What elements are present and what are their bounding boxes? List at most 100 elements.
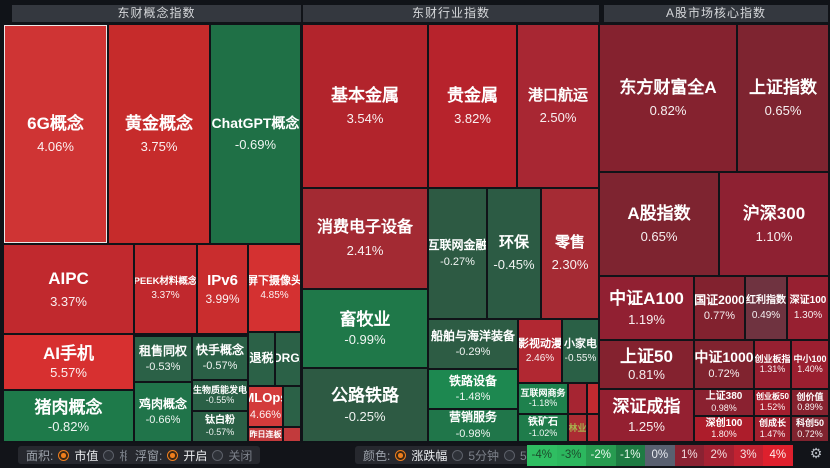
float-window-control-group: 浮窗: 开启 关闭 bbox=[127, 446, 261, 464]
treemap-cell[interactable]: 东方财富全A 0.82% bbox=[600, 25, 736, 171]
treemap-cell[interactable]: 上证指数 0.65% bbox=[738, 25, 828, 171]
radio-area-marketcap[interactable] bbox=[58, 449, 70, 461]
cell-label: 快手概念 bbox=[195, 342, 244, 357]
cell-label: 钛白粉 bbox=[205, 415, 235, 427]
treemap-cell[interactable]: 沪深300 1.10% bbox=[720, 173, 828, 275]
cell-value: 3.37% bbox=[50, 294, 87, 310]
treemap-cell[interactable]: 猪肉概念 -0.82% bbox=[4, 391, 133, 441]
treemap-cell[interactable]: DRG/ bbox=[276, 333, 300, 385]
cell-value: 2.30% bbox=[551, 257, 589, 273]
treemap-cell[interactable]: 上证380 0.98% bbox=[695, 390, 753, 415]
treemap-cell[interactable]: 影视动漫 2.46% bbox=[519, 320, 561, 382]
radio-color-change-pct[interactable] bbox=[395, 449, 407, 461]
treemap-cell[interactable]: MLOps 4.66% bbox=[249, 387, 282, 426]
treemap-cell[interactable]: 退税 bbox=[249, 333, 274, 385]
treemap-cell[interactable]: 科创50 0.72% bbox=[792, 417, 828, 441]
option-color-5min[interactable]: 5分钟 bbox=[468, 448, 500, 463]
radio-color-5min[interactable] bbox=[452, 449, 464, 461]
cell-label: 深证成指 bbox=[612, 397, 681, 417]
cell-value: 1.80% bbox=[711, 429, 737, 440]
settings-gear-icon[interactable]: ⚙ bbox=[809, 446, 823, 462]
treemap-cell[interactable]: 深证成指 1.25% bbox=[600, 390, 693, 441]
cell-value: 1.30% bbox=[793, 309, 823, 321]
treemap-cell[interactable]: 快手概念 -0.57% bbox=[193, 337, 247, 379]
cell-value: 0.98% bbox=[711, 402, 737, 413]
treemap-cell[interactable]: 港口航运 2.50% bbox=[518, 25, 598, 187]
treemap-cell[interactable]: PEEK材料概念 3.37% bbox=[135, 245, 196, 333]
treemap-cell[interactable]: 深创100 1.80% bbox=[695, 417, 753, 441]
treemap-cell[interactable]: 铁矿石 -1.02% bbox=[519, 415, 567, 441]
treemap-cell[interactable]: 鸡肉概念 -0.66% bbox=[135, 383, 191, 441]
cell-label: 鸡肉概念 bbox=[138, 396, 187, 411]
option-float-on[interactable]: 开启 bbox=[183, 448, 208, 463]
cell-label: 深创100 bbox=[705, 417, 743, 429]
treemap-cell[interactable]: 中证1000 0.72% bbox=[695, 341, 753, 388]
treemap-cell[interactable]: 环保 -0.45% bbox=[488, 189, 540, 318]
treemap-cell[interactable]: 生物质能发电 -0.55% bbox=[193, 381, 247, 410]
treemap-cell[interactable]: 消费电子设备 2.41% bbox=[303, 189, 427, 288]
treemap-cell[interactable]: 小家电 -0.55% bbox=[563, 320, 598, 382]
treemap-cell[interactable]: AIPC 3.37% bbox=[4, 245, 133, 333]
treemap-cell[interactable]: 国证2000 0.77% bbox=[695, 277, 744, 339]
legend-chip-pos2: 2% bbox=[704, 445, 734, 466]
treemap-cell[interactable] bbox=[588, 415, 598, 441]
treemap-cell[interactable]: 昨日连板 bbox=[249, 428, 282, 441]
treemap-cell[interactable] bbox=[569, 384, 586, 413]
cell-label: 昨日连板 bbox=[249, 429, 282, 439]
treemap-cell[interactable]: 营销服务 -0.98% bbox=[429, 410, 517, 441]
treemap-cell[interactable]: 黄金概念 3.75% bbox=[109, 25, 209, 243]
option-color-change-pct[interactable]: 涨跌幅 bbox=[411, 448, 448, 463]
treemap-cell[interactable]: AI手机 5.57% bbox=[4, 335, 133, 389]
legend-chip-neg3: -3% bbox=[556, 445, 586, 466]
cell-label: 国证2000 bbox=[695, 292, 744, 307]
treemap-cell[interactable]: 屏下摄像头 4.85% bbox=[249, 245, 300, 331]
treemap-cell[interactable]: ChatGPT概念 -0.69% bbox=[211, 25, 300, 243]
treemap-cell[interactable]: 中小100 1.40% bbox=[792, 341, 828, 388]
cell-value: 0.65% bbox=[640, 229, 678, 245]
treemap-cell[interactable]: A股指数 0.65% bbox=[600, 173, 718, 275]
treemap-cell[interactable]: 中证A100 1.19% bbox=[600, 277, 693, 339]
treemap-cell[interactable]: 公路铁路 -0.25% bbox=[303, 369, 427, 441]
radio-float-on[interactable] bbox=[167, 449, 179, 461]
treemap-cell[interactable]: 钛白粉 -0.57% bbox=[193, 412, 247, 441]
cell-value: 0.65% bbox=[764, 103, 802, 119]
cell-label: 东方财富全A bbox=[619, 77, 717, 97]
cell-label: 中证A100 bbox=[609, 289, 684, 309]
radio-area-equal[interactable] bbox=[103, 449, 115, 461]
treemap-cell[interactable]: 铁路设备 -1.48% bbox=[429, 370, 517, 408]
cell-value: 0.89% bbox=[797, 402, 823, 413]
treemap-cell[interactable] bbox=[284, 428, 300, 441]
treemap-cell[interactable] bbox=[588, 384, 598, 413]
treemap-cell[interactable]: 创业板指 1.31% bbox=[755, 341, 790, 388]
cell-value: -0.53% bbox=[145, 361, 181, 374]
cell-label: 畜牧业 bbox=[339, 309, 391, 329]
treemap-cell[interactable] bbox=[284, 387, 300, 426]
radio-color-5day[interactable] bbox=[504, 449, 516, 461]
treemap-cell[interactable]: 创价值 0.89% bbox=[792, 390, 828, 415]
radio-float-off[interactable] bbox=[212, 449, 224, 461]
treemap-cell[interactable]: 互联网金融 -0.27% bbox=[429, 189, 486, 318]
treemap-cell[interactable]: 互联网商务 -1.18% bbox=[519, 384, 567, 413]
treemap-cell[interactable]: 上证50 0.81% bbox=[600, 341, 693, 388]
treemap-cell[interactable]: 红利指数 0.49% bbox=[746, 277, 786, 339]
treemap-cell[interactable]: 畜牧业 -0.99% bbox=[303, 290, 427, 367]
treemap-cell[interactable]: 创业板50 1.52% bbox=[755, 390, 790, 415]
option-area-marketcap[interactable]: 市值 bbox=[74, 448, 99, 463]
treemap-cell[interactable]: 租售同权 -0.53% bbox=[135, 337, 191, 381]
treemap-cell[interactable]: 船舶与海洋装备 -0.29% bbox=[429, 320, 517, 368]
treemap-cell[interactable]: 贵金属 3.82% bbox=[429, 25, 516, 187]
treemap-cell[interactable]: 创成长 1.47% bbox=[755, 417, 790, 441]
area-group-label: 面积: bbox=[26, 448, 54, 463]
treemap-cell[interactable]: 林业 bbox=[569, 415, 586, 441]
panel-title-core-index: A股市场核心指数 bbox=[604, 5, 828, 22]
treemap-cell[interactable]: IPv6 3.99% bbox=[198, 245, 247, 333]
treemap-cell[interactable]: 基本金属 3.54% bbox=[303, 25, 427, 187]
cell-label: 中证1000 bbox=[695, 348, 753, 365]
treemap-cell[interactable]: 6G概念 4.06% bbox=[4, 25, 107, 243]
treemap-cell[interactable]: 零售 2.30% bbox=[542, 189, 598, 318]
option-float-off[interactable]: 关闭 bbox=[228, 448, 253, 463]
treemap-cell[interactable]: 深证100 1.30% bbox=[788, 277, 828, 339]
cell-label: 创业板指 bbox=[755, 353, 790, 364]
cell-label: 铁路设备 bbox=[448, 373, 497, 388]
cell-label: A股指数 bbox=[627, 203, 691, 223]
